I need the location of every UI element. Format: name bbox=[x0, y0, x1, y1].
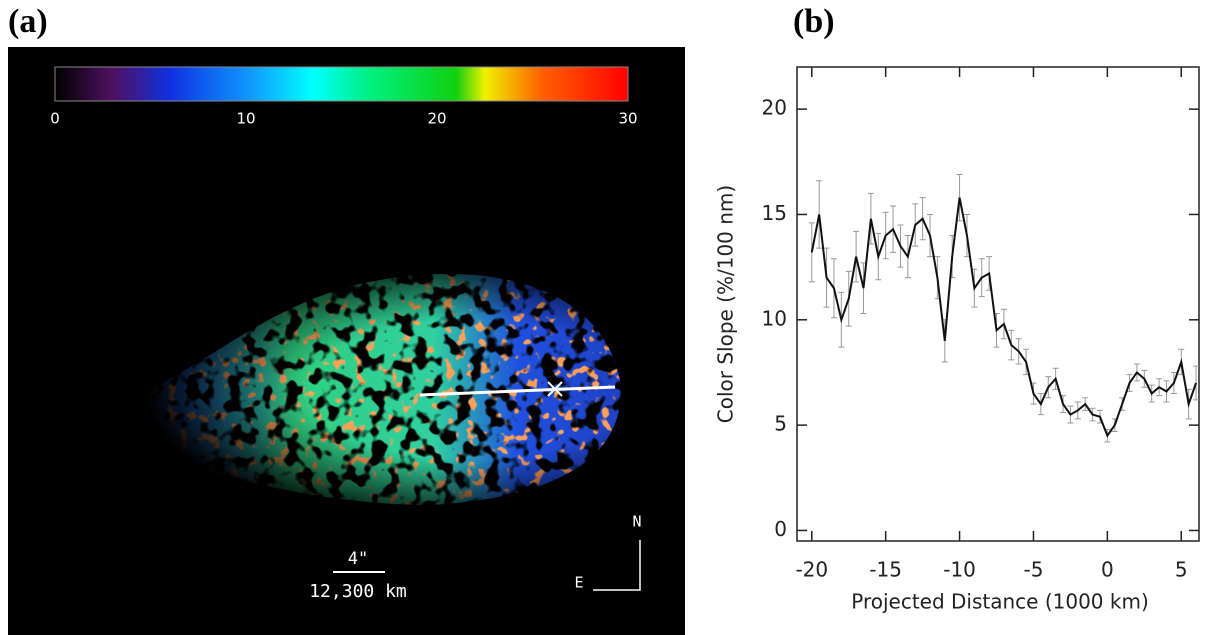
colorbar-tick-label: 30 bbox=[618, 110, 637, 128]
y-axis-label: Color Slope (%/100 nm) bbox=[714, 185, 738, 423]
y-tick-label: 15 bbox=[762, 201, 787, 225]
scale-length: 12,300 km bbox=[309, 581, 407, 602]
nucleus-marker bbox=[547, 381, 563, 397]
x-tick-label: -15 bbox=[869, 558, 902, 582]
y-tick-label: 20 bbox=[762, 96, 787, 120]
x-tick-label: -10 bbox=[943, 558, 976, 582]
colorbar-tick-label: 0 bbox=[50, 110, 60, 128]
compass-east: E bbox=[574, 574, 583, 592]
plot-frame bbox=[796, 66, 1200, 542]
y-tick-label: 10 bbox=[762, 306, 787, 330]
data-line bbox=[810, 197, 1197, 438]
x-tick-label: -5 bbox=[1023, 558, 1043, 582]
panel-label: (a) bbox=[8, 3, 48, 40]
x-tick-label: 0 bbox=[1101, 558, 1114, 582]
panel-label: (b) bbox=[793, 3, 835, 40]
comet-image bbox=[70, 255, 630, 515]
colorbar bbox=[54, 66, 629, 102]
colorbar-tick-label: 10 bbox=[236, 110, 255, 128]
compass-north: N bbox=[632, 513, 641, 531]
y-tick-label: 5 bbox=[774, 412, 787, 436]
x-tick-label: 5 bbox=[1175, 558, 1188, 582]
scale-angle: 4" bbox=[348, 549, 368, 569]
x-axis-label: Projected Distance (1000 km) bbox=[851, 590, 1149, 614]
colorbar-tick-label: 20 bbox=[427, 110, 446, 128]
compass bbox=[593, 540, 641, 591]
y-tick-label: 0 bbox=[774, 517, 787, 541]
profile-line bbox=[419, 385, 616, 397]
x-tick-label: -20 bbox=[795, 558, 828, 582]
